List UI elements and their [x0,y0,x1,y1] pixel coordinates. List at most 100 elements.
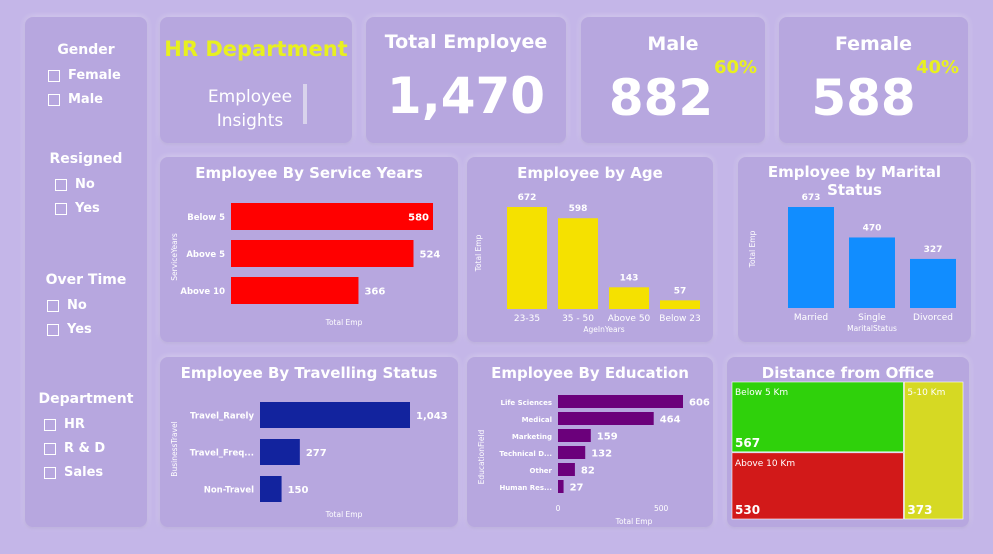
tile-category-label: Above 10 Km [735,459,795,469]
checkbox[interactable] [48,69,60,82]
category-label: Above 50 [608,314,651,324]
bar [231,240,414,267]
kpi-label: Female [834,33,913,55]
x-tick-label: 0 [556,504,561,513]
travel-chart-card: Employee By Travelling Status Travel_Rar… [160,357,458,527]
option-label: Female [68,68,121,83]
department-option-rnd[interactable]: R & D [44,441,105,456]
bar [849,237,895,308]
category-label: Marketing [512,433,552,441]
category-label: Technical D... [499,450,552,458]
chart-title: Employee by Age [517,164,663,182]
bar [260,439,300,465]
gender-option-male[interactable]: Male [48,92,103,107]
kpi-value: 588 [811,69,916,127]
category-label: Below 5 [187,213,225,223]
chart-title: Employee By Education [491,364,689,382]
category-label: Travel_Freq... [190,449,254,459]
data-label: 82 [581,466,595,477]
header-card: HR Department Employee Insights [160,17,352,143]
bar [558,446,586,459]
chart-title: Employee By Travelling Status [180,364,438,382]
x-axis-label: MaritalStatus [847,324,897,333]
overtime-slicer-title: Over Time [45,272,127,288]
y-axis-label: EducationField [477,429,486,484]
age-chart: 672 23-35 598 35 - 50 143 Above 50 57 Below 23 A… [474,193,701,334]
education-chart: Life Sciences 606 Medical 464 Marketing 159 Te… [477,395,710,526]
data-label: 27 [570,483,584,494]
checkbox[interactable] [47,299,59,312]
subtitle-divider [303,84,307,124]
kpi-percentage: 60% [714,57,758,78]
x-axis-label: Total Emp [325,510,363,519]
checkbox[interactable] [44,466,56,479]
data-label: 606 [689,398,710,409]
kpi-total-employee: Total Employee 1,470 [366,17,566,143]
category-label: 35 - 50 [562,314,594,324]
resigned-option-no[interactable]: No [55,177,95,192]
option-label: Yes [75,201,100,216]
category-label: Other [530,467,553,475]
chart-title: Employee By Service Years [195,164,423,182]
chart-title: Distance from Office [761,364,935,382]
checkbox[interactable] [55,202,67,215]
department-option-hr[interactable]: HR [44,417,85,432]
overtime-option-yes[interactable]: Yes [47,322,92,337]
bar [558,412,654,425]
filter-panel: Gender Female Male Resigned No Yes Over … [25,17,147,527]
data-label: 672 [518,193,537,203]
marital-chart-card: Employee by Marital Status 673 Married 470… [738,157,971,342]
category-label: Human Res... [499,484,552,492]
data-label: 366 [364,287,385,298]
bar [558,395,683,408]
checkbox[interactable] [44,418,56,431]
data-label: 464 [660,415,681,426]
kpi-value: 882 [608,69,714,127]
checkbox[interactable] [48,93,60,106]
data-label: 327 [924,245,943,255]
bar [910,258,956,308]
subtitle-line: Insights [216,111,284,131]
department-option-sales[interactable]: Sales [44,465,103,480]
tile-category-label: 5-10 Km [907,388,945,398]
tile-value-label: 567 [735,436,760,450]
treemap-tile [731,452,904,520]
data-label: 159 [597,432,618,443]
category-label: Below 23 [659,314,700,324]
kpi-male: Male 60% 882 [581,17,765,143]
age-chart-card: Employee by Age 672 23-35 598 35 - 50 143 Abo… [467,157,713,342]
data-label: 470 [863,223,882,233]
bar [260,476,282,502]
x-axis-label: Total Emp [325,318,363,327]
y-axis-label: Total Emp [474,234,483,272]
option-label: R & D [64,441,106,456]
distance-treemap: Below 5 Km 567 Above 10 Km 530 5-10 Km 373 [731,381,964,520]
dashboard-subtitle: Employee Insights [180,85,320,133]
department-slicer-title: Department [38,391,134,407]
chart-title: Employee by Marital Status [767,163,942,199]
y-axis-label: BusinessTravel [170,421,179,476]
tile-category-label: Below 5 Km [735,388,788,398]
resigned-option-yes[interactable]: Yes [55,201,100,216]
bar [788,207,834,308]
y-axis-label: ServiceYears [170,233,179,281]
checkbox[interactable] [47,323,59,336]
travelling-status-chart: Travel_Rarely 1,043 Travel_Freq... 277 Non-T… [170,402,448,519]
option-label: No [67,298,87,313]
data-label: 277 [306,448,327,459]
kpi-value: 1,470 [386,67,546,125]
category-label: Single [858,313,886,323]
resigned-slicer-title: Resigned [49,151,123,167]
service-years-chart: Below 5 580 Above 5 524 Above 10 366 Total Emp… [170,203,440,327]
checkbox[interactable] [55,178,67,191]
category-label: Married [794,313,828,323]
data-label: 150 [288,485,309,496]
gender-option-female[interactable]: Female [48,68,121,83]
kpi-label: Total Employee [384,31,548,53]
category-label: Life Sciences [501,399,552,407]
education-chart-card: Employee By Education Life Sciences 606 Me… [467,357,713,527]
overtime-option-no[interactable]: No [47,298,87,313]
subtitle-line: Employee [207,87,293,107]
checkbox[interactable] [44,442,56,455]
bar [609,287,649,309]
